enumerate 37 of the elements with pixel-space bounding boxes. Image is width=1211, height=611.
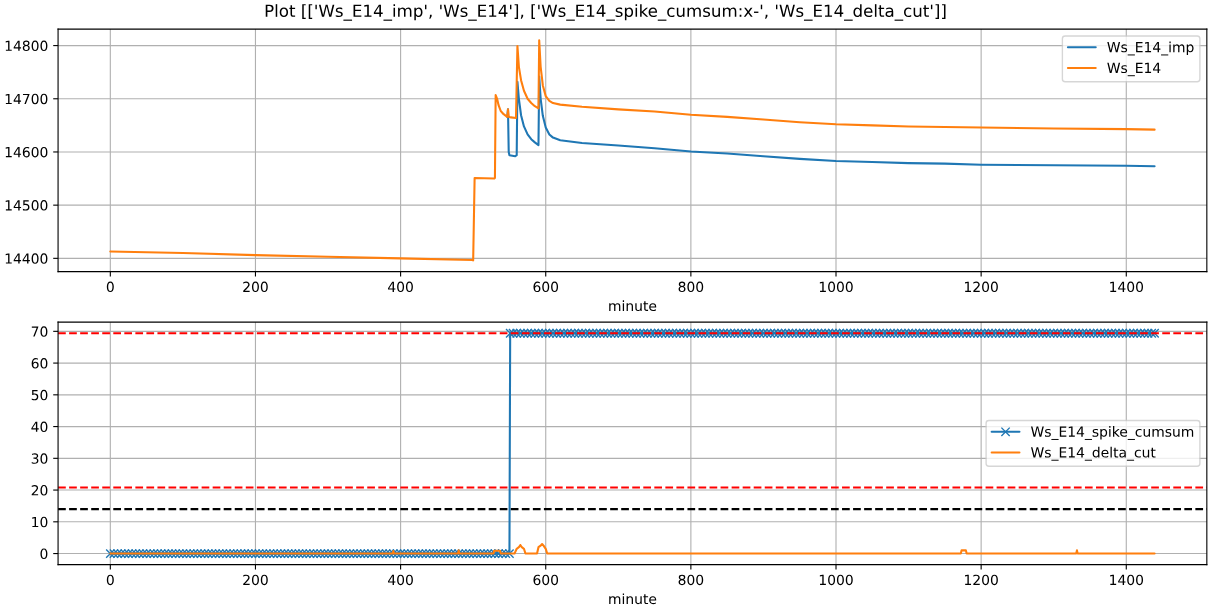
y-tick-label: 14400 — [5, 253, 48, 264]
x-tick-label: 600 — [533, 574, 559, 586]
x-tick-label: 800 — [678, 281, 704, 293]
x-tick-label: 1200 — [965, 574, 998, 586]
x-axis-title: minute — [609, 300, 657, 312]
y-tick-label: 50 — [31, 389, 48, 401]
legend-label: Ws_E14_imp — [1107, 41, 1194, 56]
y-tick-label: 14700 — [5, 93, 48, 105]
x-tick-label: 1000 — [819, 281, 853, 293]
chart-title: Plot [['Ws_E14_imp', 'Ws_E14'], ['Ws_E14_spike_cumsum:x-', 'Ws_E14_delta_cut']] — [265, 4, 946, 21]
x-tick-label: 800 — [678, 574, 704, 586]
y-tick-label: 10 — [32, 516, 48, 528]
x-axis-title: minute — [609, 593, 657, 605]
y-tick-label: 30 — [31, 453, 48, 464]
x-tick-label: 200 — [243, 281, 268, 293]
x-tick-label: 0 — [106, 281, 114, 293]
y-tick-label: 60 — [31, 358, 48, 369]
y-tick-label: 14600 — [5, 146, 48, 158]
x-tick-label: 1400 — [1110, 281, 1144, 293]
y-tick-label: 40 — [31, 421, 48, 433]
y-tick-label: 20 — [31, 485, 48, 496]
x-tick-label: 0 — [106, 574, 114, 586]
y-tick-label: 0 — [40, 548, 48, 560]
x-tick-label: 1400 — [1110, 574, 1144, 586]
x-tick-label: 400 — [388, 574, 413, 586]
y-tick-label: 70 — [31, 326, 48, 337]
y-tick-label: 14500 — [5, 200, 48, 211]
x-tick-label: 600 — [533, 281, 559, 293]
y-tick-label: 14800 — [5, 40, 48, 52]
line-series — [109, 543, 1156, 555]
x-tick-label: 200 — [243, 574, 268, 586]
legend-label: Ws_E14_delta_cut — [1031, 446, 1156, 461]
x-tick-label: 1000 — [819, 574, 853, 586]
x-tick-label: 400 — [388, 281, 413, 293]
x-tick-label: 1200 — [965, 281, 998, 293]
legend-label: Ws_E14 — [1107, 62, 1161, 77]
legend-label: Ws_E14_spike_cumsum — [1031, 426, 1194, 440]
